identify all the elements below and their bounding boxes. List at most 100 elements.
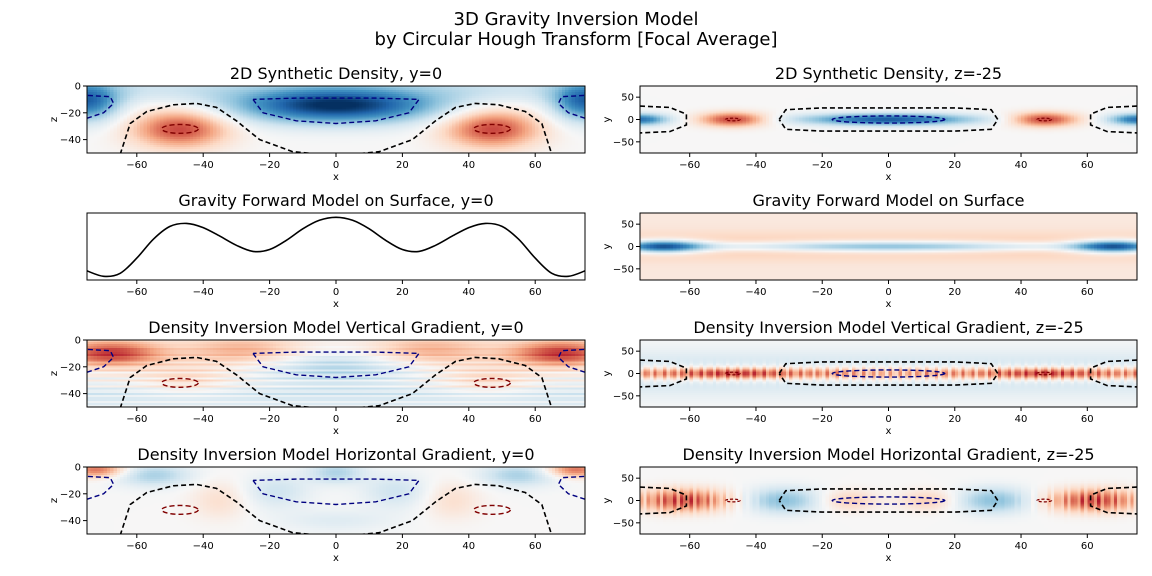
x-tick-label: 0 [333,414,339,425]
x-tick-label: −40 [745,160,766,171]
y-axis-label: z [49,117,60,122]
y-tick-label: −50 [613,518,634,529]
x-tick-label: −60 [679,160,700,171]
x-tick-label: −60 [679,414,700,425]
x-axis-label: x [333,553,339,564]
y-axis-label: y [602,243,613,249]
x-tick-label: 0 [333,160,339,171]
x-tick-label: −20 [259,160,280,171]
x-axis-label: x [333,299,339,310]
x-tick-label: −40 [193,414,214,425]
x-tick-label: −20 [812,541,833,552]
x-tick-label: 40 [462,541,475,552]
y-tick-label: 0 [75,463,81,474]
x-tick-label: 20 [396,541,409,552]
heatmap-cells [87,340,585,407]
x-tick-label: 40 [1015,541,1028,552]
heatmap-cells [87,467,585,534]
y-tick-label: 50 [621,347,634,358]
x-tick-label: −40 [745,287,766,298]
y-tick-label: −40 [60,389,81,400]
x-tick-label: −40 [745,414,766,425]
x-tick-label: −20 [259,414,280,425]
panel-title: Density Inversion Model Horizontal Gradi… [682,445,1094,464]
x-tick-label: 20 [948,287,961,298]
x-tick-label: 60 [1081,287,1094,298]
x-tick-label: 20 [948,414,961,425]
x-tick-label: −60 [679,287,700,298]
x-tick-label: 0 [333,287,339,298]
y-tick-label: −20 [60,362,81,373]
y-axis-label: y [602,370,613,376]
x-axis-label: x [886,299,892,310]
x-tick-label: −40 [193,541,214,552]
x-tick-label: −60 [126,414,147,425]
x-tick-label: −20 [259,541,280,552]
x-tick-label: −40 [193,160,214,171]
x-tick-label: 60 [529,541,542,552]
panel-title: Density Inversion Model Vertical Gradien… [148,318,523,337]
x-tick-label: −60 [126,541,147,552]
panel-p1: 2D Synthetic Density, y=0−60 −40 −20 0 20 40 6… [49,64,585,183]
panel-p6: Density Inversion Model Vertical Gradien… [602,318,1137,437]
y-tick-label: 50 [621,220,634,231]
panel-p7: Density Inversion Model Horizontal Gradi… [49,445,585,564]
x-tick-label: 60 [1081,160,1094,171]
x-tick-label: 40 [462,414,475,425]
x-tick-label: 40 [1015,414,1028,425]
y-tick-label: 0 [628,369,634,380]
panel-p2: 2D Synthetic Density, z=-25 −60 −40 −20 0 20 4… [602,64,1137,183]
x-tick-label: 20 [948,541,961,552]
panel-title: 2D Synthetic Density, y=0 [230,64,442,83]
y-axis-label: y [602,497,613,503]
x-tick-label: 20 [948,160,961,171]
panel-p4: Gravity Forward Model on Surface −60 −40 −2… [602,191,1137,310]
x-tick-label: 0 [885,541,891,552]
y-axis-label: z [49,498,60,503]
y-tick-label: −40 [60,135,81,146]
x-tick-label: −40 [745,541,766,552]
x-tick-label: 0 [885,160,891,171]
x-tick-label: −60 [679,541,700,552]
x-tick-label: −20 [812,287,833,298]
axes-frame [87,213,585,280]
panel-title: 2D Synthetic Density, z=-25 [775,64,1002,83]
x-tick-label: 40 [1015,160,1028,171]
y-tick-label: 50 [621,93,634,104]
y-tick-label: 0 [75,336,81,347]
x-tick-label: 60 [529,414,542,425]
x-tick-label: 60 [529,160,542,171]
y-tick-label: −40 [60,516,81,527]
heatmap-cells [87,86,585,153]
y-tick-label: −20 [60,489,81,500]
x-tick-label: 40 [462,287,475,298]
x-tick-label: 20 [396,414,409,425]
heatmap-cells [640,213,1137,280]
x-tick-label: 20 [396,287,409,298]
x-tick-label: 60 [1081,414,1094,425]
y-tick-label: 0 [75,82,81,93]
x-tick-label: 60 [529,287,542,298]
heatmap-cells [640,340,1137,407]
x-axis-label: x [886,172,892,183]
x-tick-label: −20 [812,160,833,171]
y-tick-label: 0 [628,496,634,507]
x-axis-label: x [886,426,892,437]
panel-title: Gravity Forward Model on Surface [752,191,1024,210]
x-tick-label: 40 [462,160,475,171]
y-tick-label: −50 [613,137,634,148]
panel-title: Gravity Forward Model on Surface, y=0 [178,191,493,210]
x-tick-label: −60 [126,287,147,298]
y-tick-label: 0 [628,115,634,126]
panel-title: Density Inversion Model Vertical Gradien… [693,318,1083,337]
heatmap-cells [640,467,1137,534]
panel-p3: Gravity Forward Model on Surface, y=0 −60… [87,191,585,310]
y-tick-label: −20 [60,108,81,119]
y-tick-label: −50 [613,391,634,402]
x-tick-label: 0 [885,287,891,298]
x-tick-label: 0 [333,541,339,552]
x-axis-label: x [333,172,339,183]
y-axis-label: y [602,116,613,122]
x-tick-label: −40 [193,287,214,298]
